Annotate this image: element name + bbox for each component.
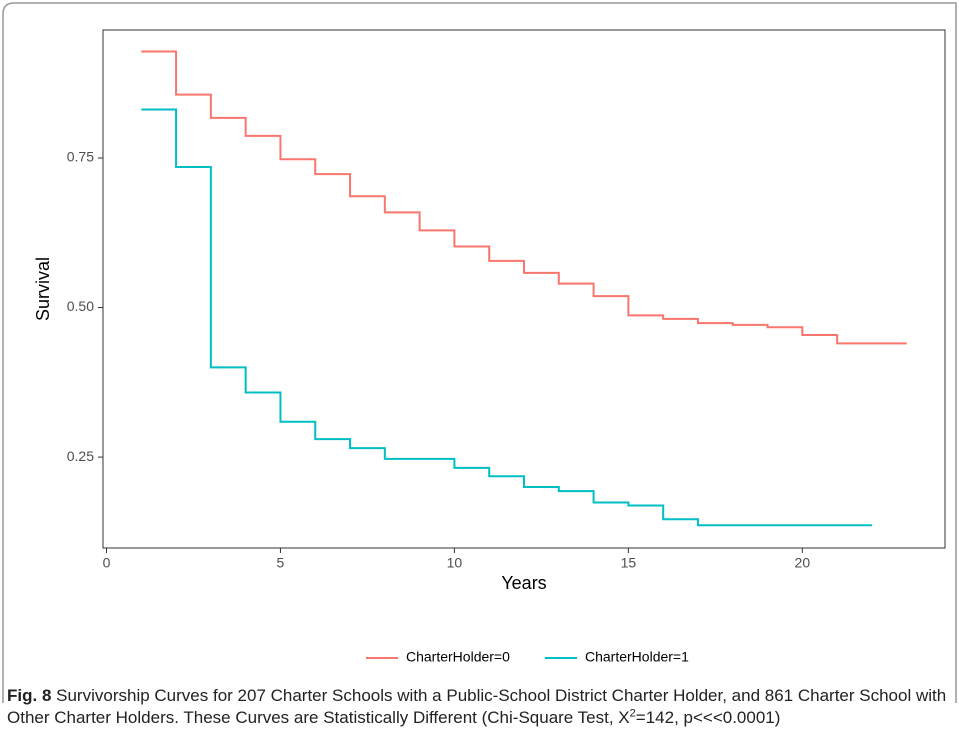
y-axis-label: Survival <box>33 257 53 321</box>
legend-label: CharterHolder=1 <box>585 649 689 665</box>
y-tick-label: 0.50 <box>67 298 94 314</box>
x-tick-label: 15 <box>621 555 637 571</box>
x-tick-label: 5 <box>277 555 285 571</box>
figure-border <box>2 2 957 703</box>
caption-label: Fig. 8 <box>7 686 52 705</box>
caption-text: Survivorship Curves for 207 Charter Scho… <box>7 686 947 727</box>
survival-curve <box>141 108 872 527</box>
x-tick-label: 0 <box>103 555 111 571</box>
caption-superscript: 2 <box>629 707 636 720</box>
x-tick-label: 20 <box>795 555 811 571</box>
caption-text: =142, p<<<0.0001) <box>635 708 781 727</box>
caption: Fig. 8 Survivorship Curves for 207 Chart… <box>7 685 952 729</box>
x-tick-label: 10 <box>447 555 463 571</box>
y-tick-label: 0.75 <box>67 149 94 165</box>
plot-panel <box>102 29 946 549</box>
x-axis-label: Years <box>501 573 546 593</box>
legend-label: CharterHolder=0 <box>406 649 510 665</box>
y-tick-label: 0.25 <box>67 448 94 464</box>
survival-curve <box>141 50 907 345</box>
